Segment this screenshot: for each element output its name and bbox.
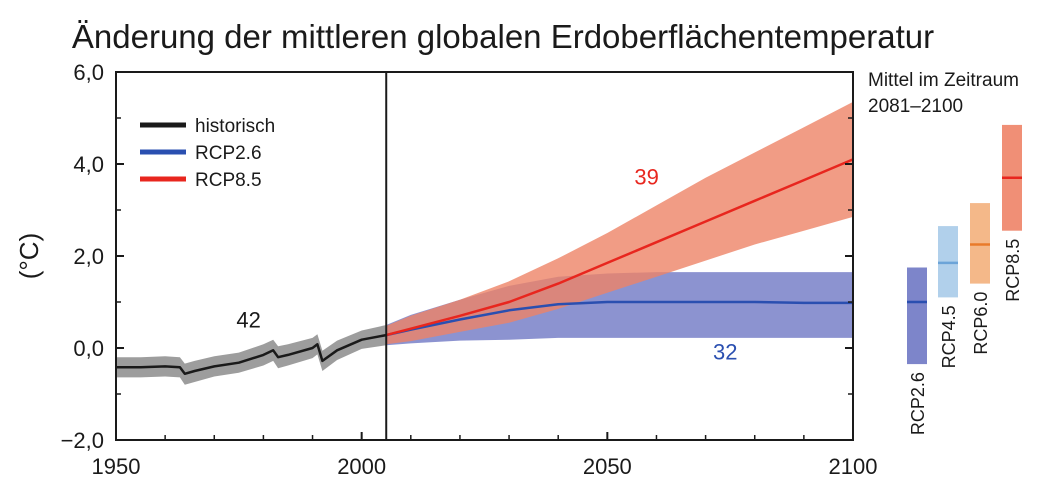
rcp8-5-model-count: 39 (634, 165, 658, 190)
rcp2-6-model-count: 32 (713, 340, 737, 365)
y-tick-label: 4,0 (73, 152, 104, 177)
period-mean-bars: RCP2.6 RCP4.5 RCP6.0 RCP8.5 (907, 125, 1023, 435)
y-axis-label: (°C) (14, 233, 44, 280)
chart-title: Änderung der mittleren globalen Erdoberf… (72, 18, 934, 55)
x-tick-label: 2050 (583, 454, 632, 479)
y-tick-label: 6,0 (73, 60, 104, 85)
legend-label-historisch: historisch (195, 116, 275, 137)
period-bar-label-rcp6-0: RCP6.0 (971, 292, 991, 355)
historisch-uncertainty-band (116, 325, 386, 385)
period-bar-rcp2-6 (907, 268, 927, 365)
legend: historisch RCP2.6 RCP8.5 (140, 116, 275, 191)
period-bar-label-rcp4-5: RCP4.5 (939, 305, 959, 368)
legend-label-rcp2-6: RCP2.6 (195, 143, 262, 164)
side-panel-title-line1: Mittel im Zeitraum (868, 70, 1019, 91)
legend-label-rcp8-5: RCP8.5 (195, 170, 262, 191)
period-bar-label-rcp8-5: RCP8.5 (1003, 239, 1023, 302)
x-tick-label: 2100 (829, 454, 878, 479)
y-tick-label: −2,0 (61, 428, 104, 453)
x-tick-label: 2000 (337, 454, 386, 479)
side-panel-title-line2: 2081–2100 (868, 96, 963, 117)
x-tick-label: 1950 (92, 454, 141, 479)
y-tick-label: 2,0 (73, 244, 104, 269)
period-bar-label-rcp2-6: RCP2.6 (908, 372, 928, 435)
y-tick-label: 0,0 (73, 336, 104, 361)
historisch-model-count: 42 (236, 307, 260, 332)
y-axis-ticks: −2,0 0,0 2,0 4,0 6,0 (61, 60, 853, 453)
